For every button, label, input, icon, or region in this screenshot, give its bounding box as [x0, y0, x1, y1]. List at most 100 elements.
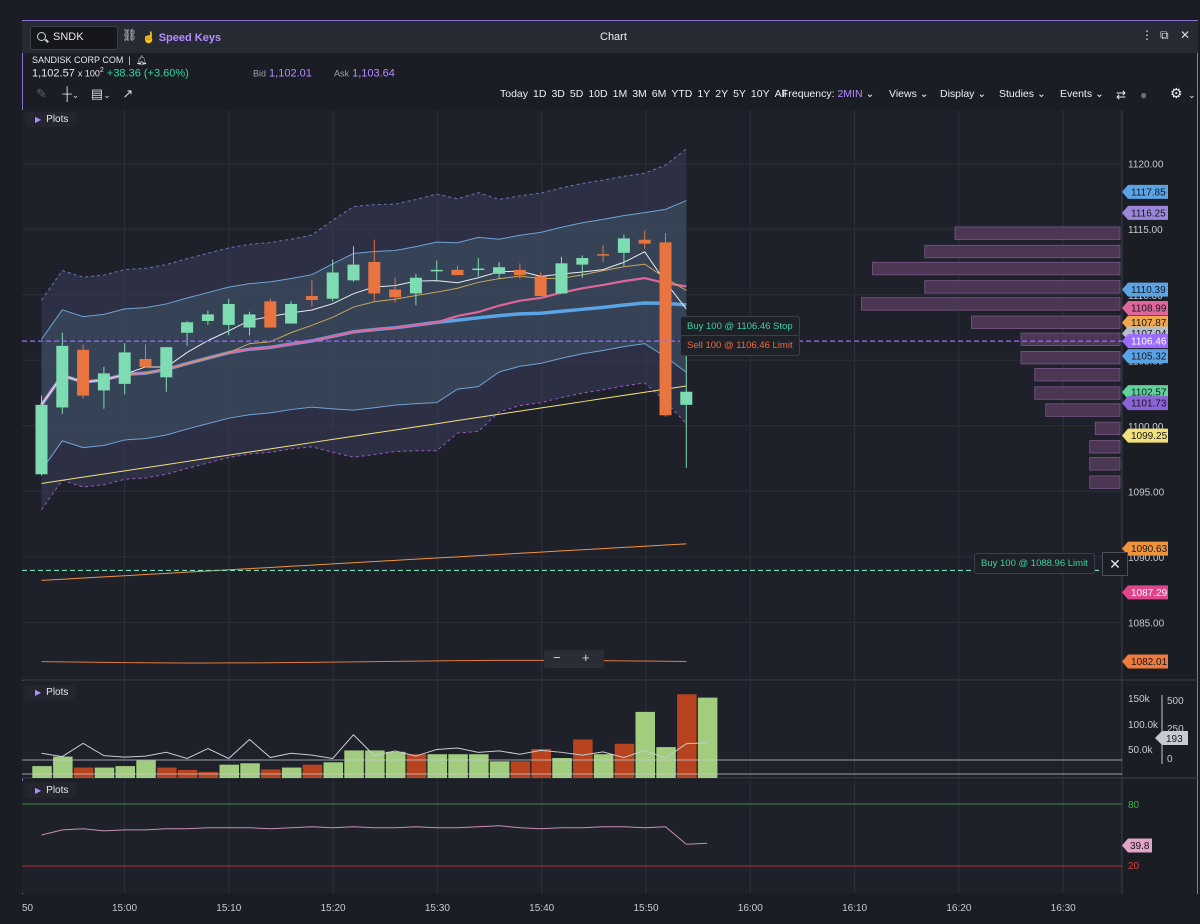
rsi-level-label: 20 [1128, 861, 1140, 872]
candle-body [181, 322, 194, 333]
range-today[interactable]: Today [500, 88, 529, 100]
range-3m[interactable]: 3M [632, 88, 647, 100]
trade-icon[interactable]: ⇄ [1116, 88, 1127, 102]
time-edge-label: 50 [22, 903, 34, 914]
events-menu[interactable]: Events ⌄ [1060, 88, 1104, 100]
candle-body [285, 303, 298, 324]
studies-menu[interactable]: Studies ⌄ [999, 88, 1046, 100]
rsi-panel-bg [22, 781, 1122, 893]
buy-stop-order[interactable]: Buy 100 @ 1106.46 Stop [680, 316, 800, 337]
close-icon[interactable]: ✕ [1180, 28, 1191, 42]
outer-band-lower [41, 382, 687, 510]
volume-profile-bar [1034, 386, 1121, 400]
chevron-down-icon[interactable]: ⌄ [103, 90, 111, 100]
price-tag-label: 1102.57 [1131, 388, 1167, 399]
price-tag-label: 1082.01 [1131, 657, 1168, 668]
volume-bar [198, 771, 219, 778]
sell-limit-order[interactable]: Sell 100 @ 1106.46 Limit [680, 335, 800, 356]
volume-profile-bar [924, 280, 1121, 294]
range-6m[interactable]: 6M [651, 88, 667, 100]
chevron-down-icon: ⌄ [865, 88, 875, 100]
rsi-current-label: 39.8 [1130, 841, 1150, 852]
volume-profile-bar [1045, 403, 1121, 417]
bid-label: Bid [252, 68, 266, 79]
volume-plots-toggle[interactable]: ▶ Plots [25, 685, 77, 700]
ma-line-orange [41, 543, 687, 581]
inner-band-upper [41, 200, 687, 340]
y-tick-label: 1095.00 [1128, 487, 1165, 498]
chevron-down-icon[interactable]: ⌄ [1188, 90, 1196, 100]
price-tag [1122, 385, 1168, 400]
range-5y[interactable]: 5Y [733, 88, 746, 100]
range-all[interactable]: All [774, 88, 787, 100]
candle-body [638, 239, 651, 244]
volume-right-tick-label: 250 [1167, 724, 1184, 735]
range-ytd[interactable]: YTD [671, 88, 693, 100]
frequency-dropdown[interactable]: Frequency: 2MIN ⌄ [782, 88, 874, 100]
buy-limit-order[interactable]: Buy 100 @ 1088.96 Limit [974, 553, 1095, 574]
volume-bar [677, 694, 697, 778]
rsi-plots-toggle[interactable]: ▶ Plots [25, 783, 77, 798]
zoom-out-button[interactable]: − [553, 650, 561, 665]
candle-body [597, 254, 610, 256]
range-3d[interactable]: 3D [551, 88, 565, 100]
link-icon[interactable]: ⛓ [122, 28, 138, 42]
main-plots-toggle[interactable]: ▶ Plots [25, 112, 77, 127]
more-icon[interactable]: ⋮ [1141, 28, 1153, 42]
chevron-down-icon: ⌄ [977, 88, 987, 100]
bell-icon[interactable]: 🔔︎ [135, 55, 148, 65]
annotation-icon[interactable]: ▤ [90, 86, 104, 101]
rsi-level-label: 80 [1128, 800, 1140, 811]
speed-keys-button[interactable]: ☝ Speed Keys [142, 31, 221, 44]
symbol-search-input[interactable]: SNDK [30, 26, 118, 50]
price-tag [1122, 315, 1168, 330]
candle-body [513, 269, 526, 276]
last-size-sup: 2 [99, 67, 104, 74]
volume-bar [427, 754, 447, 778]
volume-profile-bar [872, 261, 1121, 276]
popout-icon[interactable]: ⧉ [1160, 28, 1169, 42]
trendline-icon[interactable]: ↗ [122, 86, 134, 101]
range-5d[interactable]: 5D [569, 88, 584, 100]
time-tick-label: 15:10 [216, 903, 241, 914]
range-10d[interactable]: 10D [588, 88, 608, 100]
range-buttons: Today 1D 3D 5D 10D 1M 3M 6M YTD 1Y 2Y 5Y… [500, 88, 786, 100]
time-tick-label: 15:00 [112, 903, 137, 914]
globe-icon[interactable]: ● [1140, 88, 1148, 102]
symbol-value: SNDK [53, 31, 84, 43]
range-1m[interactable]: 1M [612, 88, 628, 100]
gear-icon[interactable]: ⚙ [1170, 85, 1183, 101]
pencil-icon[interactable]: ✎ [36, 86, 47, 101]
volume-bar [614, 743, 635, 778]
volume-bar [136, 760, 156, 778]
candle-body [97, 373, 110, 391]
cancel-order-close-icon[interactable]: ✕ [1102, 552, 1128, 576]
views-label: Views [889, 88, 917, 100]
candle-body [368, 262, 381, 294]
range-2y[interactable]: 2Y [715, 88, 729, 100]
plots-label: Plots [46, 785, 69, 796]
display-menu[interactable]: Display ⌄ [940, 88, 986, 100]
y-tick-label: 1100.00 [1128, 422, 1164, 433]
window-title: Chart [600, 31, 627, 43]
volume-bar [365, 750, 385, 778]
views-menu[interactable]: Views ⌄ [889, 88, 929, 100]
volume-bar [448, 754, 468, 778]
crosshair-icon[interactable]: ┼ [62, 86, 72, 101]
time-tick-label: 15:30 [425, 903, 450, 914]
chevron-down-icon[interactable]: ⌄ [71, 90, 80, 100]
price-tag-label: 1107.87 [1131, 318, 1167, 329]
rsi-panel: 80 20 39.8 [22, 800, 1152, 872]
volume-profile-bar [924, 244, 1121, 259]
y-tick-label: 1120.00 [1128, 160, 1164, 171]
range-10y[interactable]: 10Y [750, 88, 770, 100]
candle-body [451, 269, 464, 276]
volume-bar [697, 697, 718, 778]
zoom-in-button[interactable]: + [582, 650, 590, 665]
range-1d[interactable]: 1D [533, 88, 547, 100]
range-1y[interactable]: 1Y [697, 88, 711, 100]
drawing-tools: ✎ ┼⌄ ▤⌄ ↗ [36, 86, 133, 102]
volume-panel: 150k 100.0k 50.0k 500 250 0 193 [22, 694, 1188, 778]
volume-tick-label: 150k [1128, 694, 1151, 705]
